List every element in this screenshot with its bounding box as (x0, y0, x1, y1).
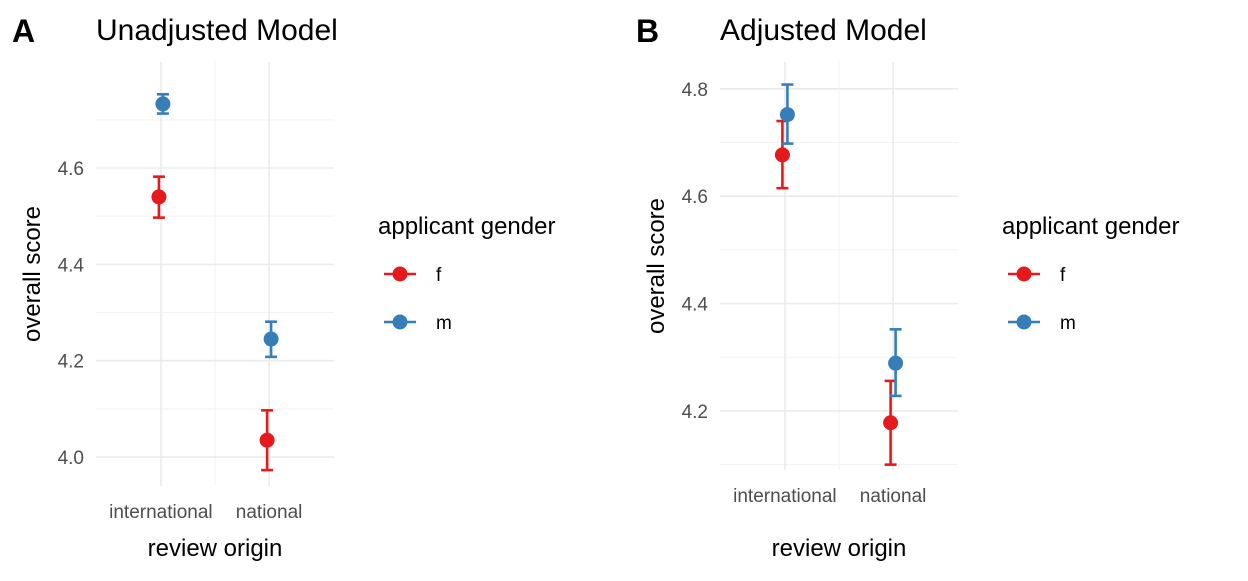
legend-item-label: f (436, 265, 442, 286)
x-axis-label: review origin (772, 535, 907, 562)
y-tick-label: 4.8 (682, 80, 708, 101)
y-tick-label: 4.6 (58, 159, 84, 180)
x-tick-label: international (109, 502, 213, 523)
legend-title: applicant gender (378, 213, 555, 240)
point-f-international (151, 189, 167, 205)
panel-title: Unadjusted Model (96, 14, 338, 47)
panel-title: Adjusted Model (720, 14, 927, 47)
panel-tag: A (12, 13, 35, 49)
legend-item-label: f (1060, 265, 1066, 286)
y-axis-label: overall score (19, 206, 46, 342)
x-tick-label: national (860, 486, 927, 507)
legend-item-label: m (1060, 313, 1076, 334)
y-tick-label: 4.4 (682, 295, 709, 316)
panel-a: 4.0 4.2 4.4 4.6 international national review … (12, 13, 555, 562)
point-m-national (263, 331, 279, 347)
x-axis-label: review origin (148, 535, 283, 562)
x-tick-label: international (733, 486, 837, 507)
y-tick-label: 4.2 (58, 352, 84, 373)
point-f-national (259, 432, 275, 448)
y-tick-label: 4.2 (682, 402, 708, 423)
y-tick-label: 4.4 (58, 255, 85, 276)
legend-key-point-f (392, 266, 408, 282)
y-tick-label: 4.0 (58, 448, 84, 469)
point-m-national (888, 355, 904, 371)
legend-key-point-m (392, 314, 408, 330)
y-tick-label: 4.6 (682, 187, 708, 208)
point-m-international (779, 107, 795, 123)
panel-b: 4.2 4.4 4.6 4.8 international national review … (636, 13, 1179, 562)
point-f-international (774, 147, 790, 163)
legend-title: applicant gender (1002, 213, 1179, 240)
legend-key-point-f (1016, 266, 1032, 282)
panel-tag: B (636, 13, 659, 49)
legend-item-label: m (436, 313, 452, 334)
y-axis-label: overall score (643, 198, 670, 334)
point-f-national (883, 415, 899, 431)
x-tick-label: national (236, 502, 303, 523)
point-m-international (155, 96, 171, 112)
legend-key-point-m (1016, 314, 1032, 330)
